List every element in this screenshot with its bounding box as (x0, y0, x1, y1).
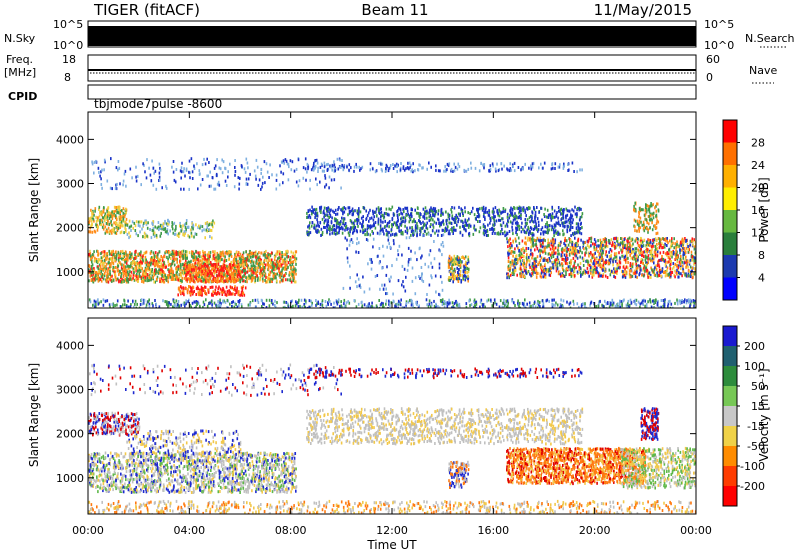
nsearch-bottom-tick: 10^0 (704, 39, 734, 52)
colorbar-segment (723, 486, 737, 507)
nsearch-top-tick: 10^5 (704, 18, 734, 31)
x-tick-label: 04:00 (173, 524, 205, 537)
x-tick-label: 00:00 (72, 524, 104, 537)
nave-tick-0: 0 (706, 71, 713, 84)
beam-title: Beam 11 (361, 1, 428, 19)
power-ylabel: Slant Range [km] (27, 158, 41, 262)
colorbar-segment (723, 165, 737, 188)
y-tick-label: 4000 (56, 339, 84, 352)
colorbar-tick-label: -200 (740, 480, 765, 493)
colorbar-segment (723, 426, 737, 447)
cpid-value: tbjmode7pulse -8600 (94, 97, 222, 111)
freq-tick-18: 18 (62, 53, 76, 66)
x-tick-label: 20:00 (579, 524, 611, 537)
y-tick-label: 3000 (56, 384, 84, 397)
colorbar-tick-label: 24 (751, 159, 765, 172)
x-tick-label: 00:00 (680, 524, 712, 537)
y-tick-label: 1000 (56, 266, 84, 279)
y-tick-label: 2000 (56, 428, 84, 441)
colorbar-segment (723, 346, 737, 367)
colorbar-segment (723, 386, 737, 407)
x-tick-label: 08:00 (275, 524, 307, 537)
colorbar-segment (723, 366, 737, 387)
colorbar-segment (723, 210, 737, 233)
power-cbar-label: Power [dB] (757, 177, 771, 242)
colorbar-segment (723, 255, 737, 278)
y-tick-label: 4000 (56, 133, 84, 146)
y-tick-label: 3000 (56, 178, 84, 191)
colorbar-tick-label: 28 (751, 137, 765, 150)
freq-label-bottom: [MHz] (4, 66, 36, 79)
colorbar-tick-label: 8 (758, 249, 765, 262)
colorbar-segment (723, 233, 737, 256)
colorbar-segment (723, 143, 737, 166)
colorbar-segment (723, 446, 737, 467)
freq-frame (88, 55, 696, 81)
nsky-strip: N.Sky 10^5 10^0 10^5 10^0 N.Search (4, 18, 795, 52)
nsky-band (88, 26, 696, 46)
nave-tick-60: 60 (706, 53, 720, 66)
colorbar-segment (723, 188, 737, 211)
x-tick-label: 16:00 (477, 524, 509, 537)
nsky-top-tick: 10^5 (53, 18, 83, 31)
time-axis: 00:00 04:00 08:00 12:00 16:00 20:00 00:00 (72, 524, 712, 537)
y-tick-label: 1000 (56, 472, 84, 485)
freq-label-top: Freq. (6, 53, 33, 66)
y-tick-label: 2000 (56, 222, 84, 235)
nsky-bottom-tick: 10^0 (53, 39, 83, 52)
colorbar-segment (723, 120, 737, 143)
colorbar-tick-label: 4 (758, 272, 765, 285)
velocity-cbar-label: Velocity [m s⁻¹] (757, 368, 771, 461)
colorbar-segment (723, 278, 737, 301)
colorbar-segment (723, 326, 737, 347)
freq-strip: Freq. [MHz] 18 8 60 0 Nave (4, 53, 777, 84)
colorbar-segment (723, 466, 737, 487)
nsearch-label: N.Search (745, 32, 795, 45)
date-title: 11/May/2015 (594, 1, 692, 19)
time-axis-label: Time UT (366, 538, 417, 552)
velocity-ylabel: Slant Range [km] (27, 363, 41, 467)
nsky-label: N.Sky (4, 32, 36, 45)
x-tick-label: 12:00 (376, 524, 408, 537)
nave-label: Nave (749, 64, 777, 77)
site-title: TIGER (fitACF) (93, 1, 200, 19)
colorbar-segment (723, 406, 737, 427)
freq-tick-8: 8 (64, 71, 71, 84)
colorbar-tick-label: 200 (744, 340, 765, 353)
cpid-label: CPID (8, 90, 37, 103)
